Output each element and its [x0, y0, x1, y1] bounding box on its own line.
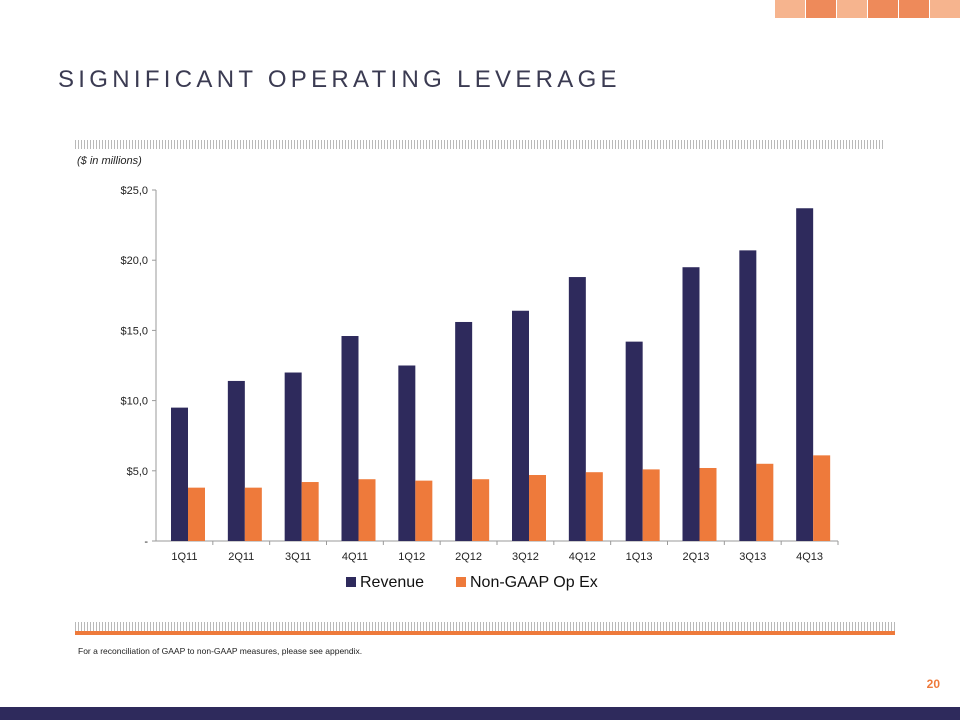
- legend-swatch-opex: [456, 577, 466, 587]
- revenue-bar: [227, 380, 245, 541]
- x-tick-label: 4Q12: [569, 551, 596, 563]
- opex-bar: [301, 482, 319, 541]
- x-tick-label: 2Q12: [455, 551, 482, 563]
- revenue-bar: [739, 250, 757, 541]
- decorative-square: [806, 0, 836, 18]
- legend-label-revenue: Revenue: [360, 574, 424, 591]
- revenue-bar: [568, 277, 586, 541]
- opex-bar: [358, 479, 376, 541]
- opex-bar: [813, 455, 831, 541]
- decorative-square: [868, 0, 898, 18]
- revenue-bar: [455, 321, 473, 541]
- revenue-bar: [341, 336, 359, 541]
- revenue-bar: [171, 407, 188, 541]
- revenue-bar: [796, 208, 814, 541]
- top-hatch-divider: [75, 140, 885, 149]
- units-note: ($ in millions): [77, 155, 142, 167]
- revenue-bar: [625, 341, 643, 541]
- decorative-square: [837, 0, 867, 18]
- orange-rule: [75, 631, 895, 635]
- y-tick-label: -: [144, 536, 148, 548]
- y-tick-label: $5,0: [127, 466, 148, 478]
- x-tick-label: 3Q12: [512, 551, 539, 563]
- opex-bar: [188, 487, 205, 541]
- y-tick-label: $10,0: [120, 396, 148, 408]
- opex-bar: [529, 475, 546, 541]
- opex-bar: [699, 467, 717, 541]
- decorative-square: [775, 0, 805, 18]
- opex-bar: [415, 480, 433, 541]
- decorative-squares: [774, 0, 960, 18]
- decorative-square: [899, 0, 929, 18]
- opex-bar: [585, 472, 603, 541]
- decorative-square: [930, 0, 960, 18]
- y-tick-label: $15,0: [120, 325, 148, 337]
- x-tick-label: 4Q11: [342, 551, 368, 563]
- revenue-bar: [512, 310, 529, 541]
- legend-swatch-revenue: [346, 577, 356, 587]
- opex-bar: [756, 463, 774, 541]
- opex-bar: [244, 487, 262, 541]
- page-number: 20: [926, 677, 940, 691]
- legend-label-opex: Non-GAAP Op Ex: [470, 574, 598, 591]
- x-tick-label: 1Q13: [626, 551, 653, 563]
- bottom-bar: [0, 707, 960, 720]
- slide-title: SIGNIFICANT OPERATING LEVERAGE: [58, 66, 621, 93]
- bottom-hatch-divider: [75, 622, 895, 631]
- x-tick-label: 1Q12: [398, 551, 425, 563]
- revenue-bar: [398, 365, 416, 541]
- footnote: For a reconciliation of GAAP to non-GAAP…: [78, 646, 363, 656]
- x-tick-label: 2Q13: [682, 551, 709, 563]
- y-tick-label: $20,0: [120, 255, 148, 267]
- x-tick-label: 3Q11: [285, 551, 311, 563]
- x-tick-label: 4Q13: [796, 551, 823, 563]
- x-tick-label: 2Q11: [228, 551, 254, 563]
- revenue-bar: [682, 267, 700, 541]
- y-tick-label: $25,0: [120, 185, 148, 197]
- opex-bar: [472, 479, 490, 541]
- x-tick-label: 3Q13: [739, 551, 766, 563]
- revenue-bar: [284, 372, 302, 541]
- x-tick-label: 1Q11: [171, 551, 197, 563]
- opex-bar: [642, 469, 660, 541]
